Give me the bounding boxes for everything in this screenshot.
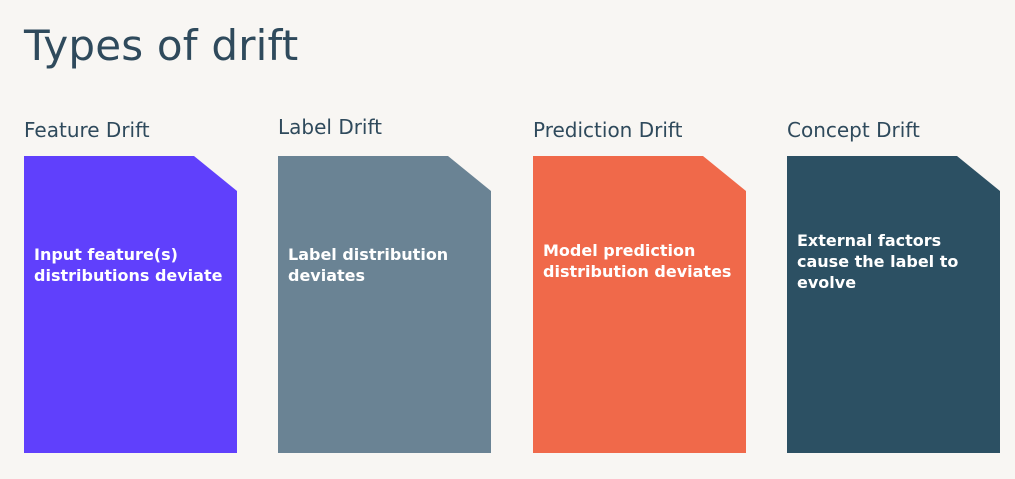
prediction-drift-label: Prediction Drift [533,118,683,142]
page-title: Types of drift [24,21,299,70]
concept-drift-description: External factors cause the label to evol… [797,231,959,292]
feature-drift-card: Input feature(s) distributions deviate [24,156,237,453]
label-drift-label: Label Drift [278,115,383,139]
feature-drift-label: Feature Drift [24,118,150,142]
concept-drift-card: External factors cause the label to evol… [787,156,1000,453]
feature-drift-description: Input feature(s) distributions deviate [34,245,223,285]
concept-drift-label: Concept Drift [787,118,920,142]
prediction-drift-description: Model prediction distribution deviates [543,241,732,281]
label-drift-description: Label distribution deviates [288,245,449,285]
label-drift-card: Label distribution deviates [278,156,491,453]
prediction-drift-card: Model prediction distribution deviates [533,156,746,453]
